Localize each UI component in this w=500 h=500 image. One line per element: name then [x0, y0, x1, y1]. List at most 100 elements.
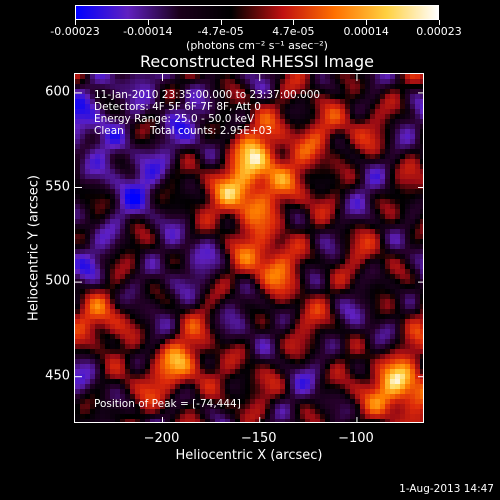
heatmap-cell: [145, 134, 151, 140]
heatmap-cell: [270, 139, 276, 145]
heatmap-cell: [95, 404, 101, 410]
heatmap-cell: [220, 274, 226, 280]
heatmap-cell: [325, 139, 331, 145]
heatmap-cell: [205, 284, 211, 290]
heatmap-cell: [350, 414, 356, 420]
heatmap-cell: [360, 404, 366, 410]
heatmap-cell: [300, 329, 306, 335]
heatmap-cell: [350, 114, 356, 120]
heatmap-cell: [140, 344, 146, 350]
heatmap-cell: [95, 179, 101, 185]
heatmap-cell: [105, 124, 111, 130]
heatmap-cell: [75, 379, 81, 385]
heatmap-cell: [345, 224, 351, 230]
heatmap-cell: [210, 394, 216, 400]
heatmap-cell: [355, 199, 361, 205]
heatmap-cell: [140, 229, 146, 235]
heatmap-cell: [415, 344, 421, 350]
heatmap-cell: [320, 334, 326, 340]
heatmap-cell: [100, 264, 106, 270]
heatmap-cell: [230, 164, 236, 170]
heatmap-cell: [195, 244, 201, 250]
heatmap-cell: [270, 174, 276, 180]
heatmap-cell: [120, 99, 126, 105]
heatmap-cell: [225, 84, 231, 90]
heatmap-cell: [220, 124, 226, 130]
heatmap-cell: [245, 274, 251, 280]
heatmap-cell: [395, 369, 401, 375]
heatmap-cell: [230, 284, 236, 290]
heatmap-cell: [220, 149, 226, 155]
heatmap-cell: [280, 84, 286, 90]
heatmap-cell: [170, 309, 176, 315]
heatmap-cell: [300, 209, 306, 215]
heatmap-cell: [250, 414, 256, 420]
heatmap-cell: [145, 94, 151, 100]
heatmap-cell: [230, 299, 236, 305]
heatmap-cell: [390, 289, 396, 295]
heatmap-cell: [195, 184, 201, 190]
heatmap-cell: [230, 349, 236, 355]
heatmap-cell: [205, 134, 211, 140]
heatmap-cell: [245, 349, 251, 355]
heatmap-cell: [175, 174, 181, 180]
heatmap-cell: [180, 289, 186, 295]
heatmap-cell: [135, 349, 141, 355]
heatmap-cell: [110, 344, 116, 350]
heatmap-cell: [355, 94, 361, 100]
heatmap-cell: [260, 139, 266, 145]
heatmap-cell: [405, 214, 411, 220]
heatmap-cell: [155, 109, 161, 115]
heatmap-cell: [265, 114, 271, 120]
heatmap-cell: [120, 84, 126, 90]
heatmap-cell: [170, 209, 176, 215]
heatmap-cell: [110, 399, 116, 405]
heatmap-cell: [135, 199, 141, 205]
heatmap-cell: [205, 184, 211, 190]
colorbar-tick-label: 4.7e-05: [272, 25, 315, 38]
plot-area[interactable]: 11-Jan-2010 23:35:00.000 to 23:37:00.000…: [74, 73, 424, 423]
heatmap-cell: [390, 344, 396, 350]
heatmap-cell: [150, 74, 156, 80]
heatmap-cell: [420, 169, 423, 175]
heatmap-cell: [165, 174, 171, 180]
heatmap-cell: [165, 384, 171, 390]
heatmap-cell: [405, 204, 411, 210]
heatmap-cell: [145, 194, 151, 200]
heatmap-cell: [375, 74, 381, 80]
heatmap-cell: [270, 349, 276, 355]
heatmap-cell: [400, 244, 406, 250]
heatmap-cell: [170, 119, 176, 125]
heatmap-cell: [405, 194, 411, 200]
heatmap-cell: [120, 144, 126, 150]
heatmap-cell: [160, 209, 166, 215]
heatmap-cell: [345, 99, 351, 105]
heatmap-cell: [170, 229, 176, 235]
heatmap-cell: [205, 364, 211, 370]
heatmap-cell: [115, 109, 121, 115]
heatmap-cell: [200, 229, 206, 235]
heatmap-cell: [400, 389, 406, 395]
heatmap-cell: [320, 219, 326, 225]
heatmap-cell: [195, 289, 201, 295]
heatmap-cell: [300, 284, 306, 290]
heatmap-cell: [340, 339, 346, 345]
heatmap-cell: [255, 269, 261, 275]
heatmap-cell: [185, 244, 191, 250]
heatmap-cell: [300, 239, 306, 245]
heatmap-cell: [105, 314, 111, 320]
heatmap-cell: [235, 124, 241, 130]
heatmap-cell: [300, 389, 306, 395]
heatmap-cell: [115, 414, 121, 420]
heatmap-cell: [145, 374, 151, 380]
heatmap-cell: [370, 344, 376, 350]
heatmap-cell: [185, 154, 191, 160]
heatmap-cell: [395, 419, 401, 422]
heatmap-cell: [240, 199, 246, 205]
heatmap-cell: [235, 144, 241, 150]
heatmap-cell: [345, 354, 351, 360]
heatmap-cell: [410, 234, 416, 240]
heatmap-cell: [165, 154, 171, 160]
heatmap-cell: [355, 144, 361, 150]
heatmap-cell: [410, 169, 416, 175]
